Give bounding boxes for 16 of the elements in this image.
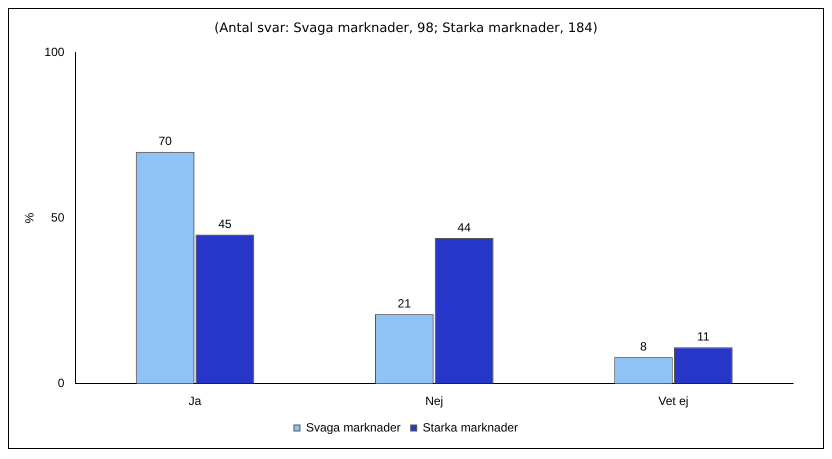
data-label: 44 — [457, 220, 472, 234]
chart-title: (Antal svar: Svaga marknader, 98; Starka marknader, 184) — [214, 21, 598, 36]
legend-label: Starka marknader — [422, 420, 518, 434]
data-label: 21 — [398, 296, 412, 310]
x-tick-label: Nej — [425, 394, 444, 408]
y-axis-title: % — [22, 212, 37, 224]
legend-label: Svaga marknader — [306, 420, 401, 434]
data-label: 11 — [697, 330, 710, 344]
data-label: 70 — [158, 134, 172, 148]
x-tick-label: Vet ej — [658, 394, 688, 408]
y-tick-label: 0 — [58, 376, 65, 390]
x-tick-label: Ja — [188, 394, 202, 408]
y-tick-label: 100 — [44, 44, 65, 59]
data-label: 8 — [640, 339, 648, 354]
data-label: 45 — [218, 216, 232, 231]
y-tick-label: 50 — [51, 210, 65, 224]
